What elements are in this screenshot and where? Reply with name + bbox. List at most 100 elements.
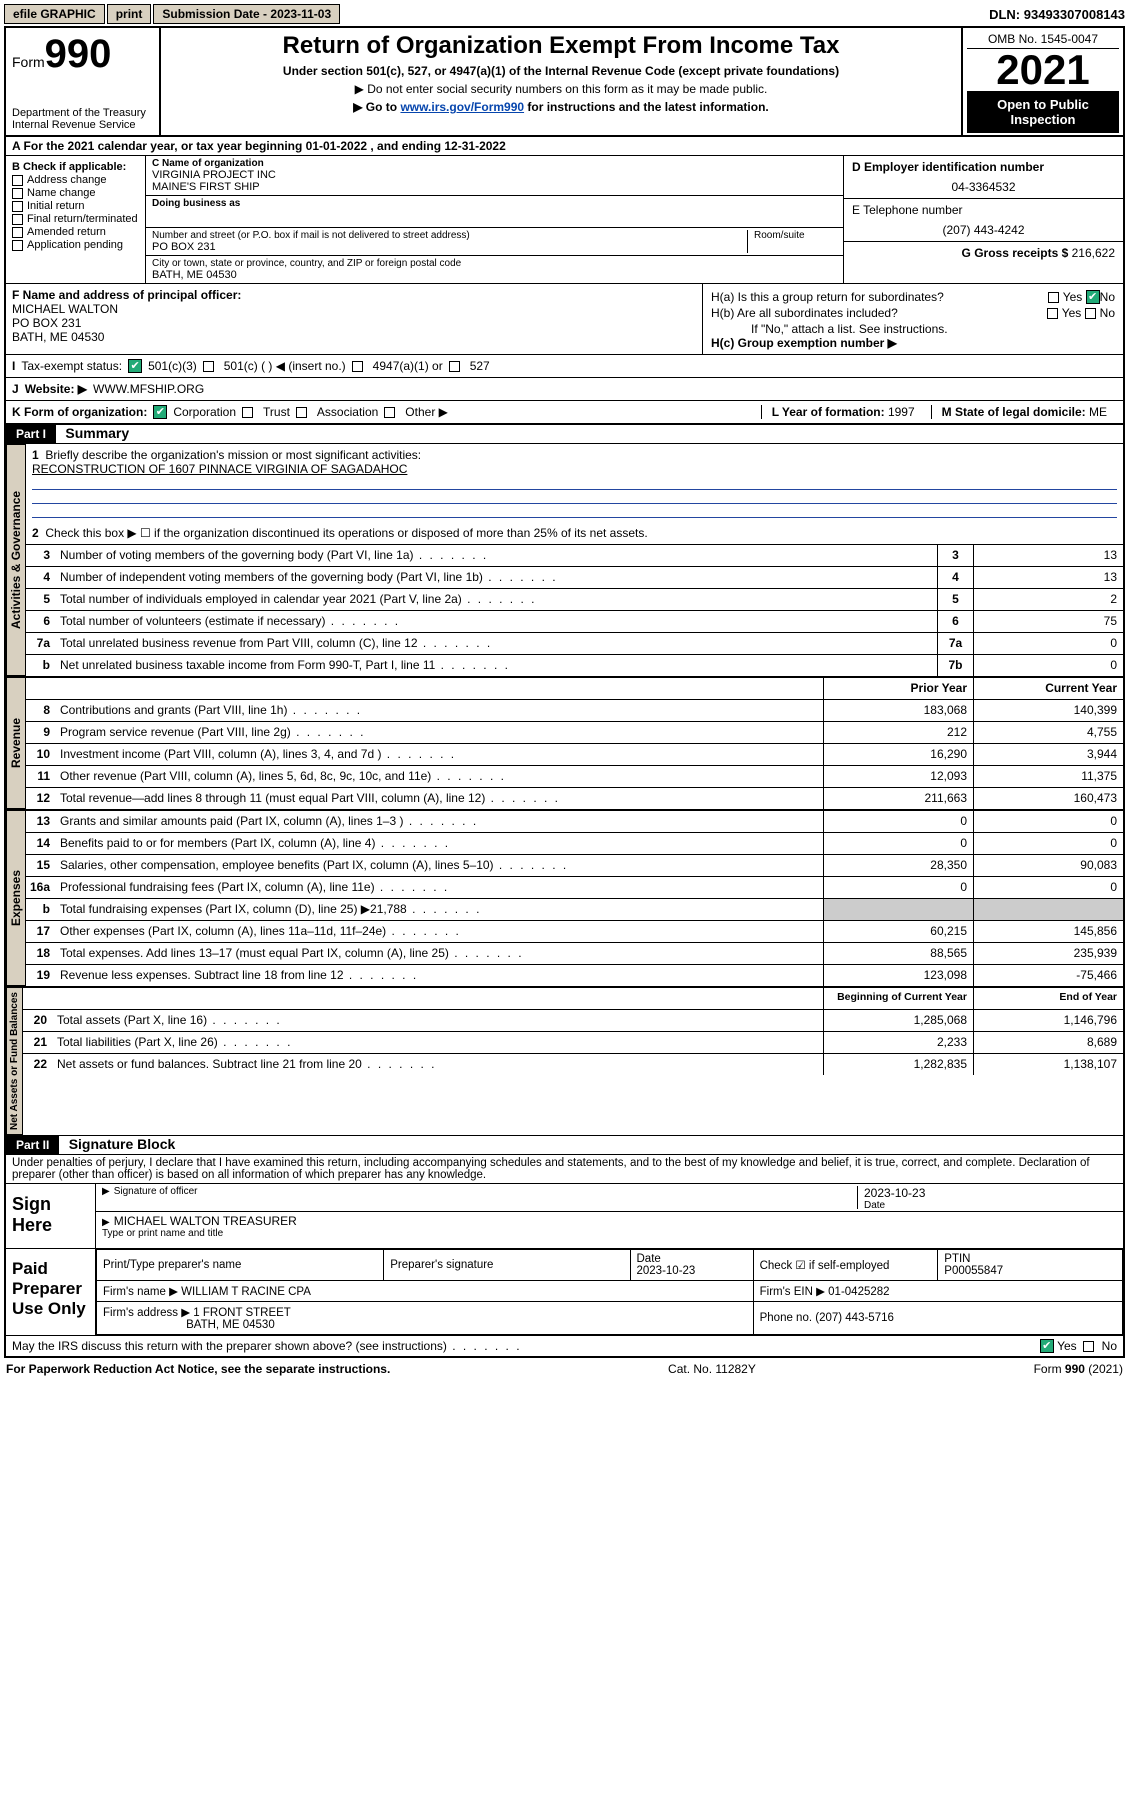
line-22-num: 22: [23, 1054, 53, 1075]
line-21-curr: 8,689: [973, 1032, 1123, 1053]
ck-assoc[interactable]: [296, 407, 307, 418]
line-19: 19 Revenue less expenses. Subtract line …: [26, 964, 1123, 986]
line-5-num: 5: [26, 589, 56, 610]
penalty-text: Under penalties of perjury, I declare th…: [6, 1155, 1123, 1183]
ck-final-return[interactable]: Final return/terminated: [12, 213, 139, 225]
part2-bar: Part II Signature Block: [6, 1135, 1123, 1155]
side-netassets: Net Assets or Fund Balances: [6, 987, 23, 1135]
line-21-num: 21: [23, 1032, 53, 1053]
officer-addr1: PO BOX 231: [12, 316, 696, 330]
line-11: 11 Other revenue (Part VIII, column (A),…: [26, 765, 1123, 787]
line-b-desc: Total fundraising expenses (Part IX, col…: [56, 899, 823, 920]
line-18-curr: 235,939: [973, 943, 1123, 964]
line-15-desc: Salaries, other compensation, employee b…: [56, 855, 823, 876]
ck-527[interactable]: [449, 361, 460, 372]
hb-note: If "No," attach a list. See instructions…: [711, 322, 1115, 336]
side-expenses: Expenses: [6, 810, 26, 986]
form-title: Return of Organization Exempt From Incom…: [169, 32, 953, 60]
hb-no-ck[interactable]: [1085, 308, 1096, 319]
na-col-header: Beginning of Current Year End of Year: [23, 987, 1123, 1009]
l-value: 1997: [888, 405, 915, 419]
line-5-box: 5: [937, 589, 973, 610]
row-j-website: J Website: ▶ WWW.MFSHIP.ORG: [6, 378, 1123, 401]
q2-text: Check this box ▶ ☐ if the organization d…: [45, 526, 647, 540]
prep-addr-row: Firm's address ▶ 1 FRONT STREET BATH, ME…: [97, 1302, 1123, 1335]
hb-yes-ck[interactable]: [1047, 308, 1058, 319]
line-8-desc: Contributions and grants (Part VIII, lin…: [56, 700, 823, 721]
opt-4947: 4947(a)(1) or: [373, 359, 443, 373]
prep-firm: WILLIAM T RACINE CPA: [181, 1286, 311, 1298]
opt-501c3: 501(c)(3): [148, 359, 197, 373]
preparer-label: Paid Preparer Use Only: [6, 1249, 96, 1335]
header-right: OMB No. 1545-0047 2021 Open to Public In…: [963, 28, 1123, 135]
discuss-no-ck[interactable]: [1083, 1341, 1094, 1352]
ck-address-change-label: Address change: [27, 174, 107, 186]
ck-corp[interactable]: ✔: [153, 405, 167, 419]
part2-hdr: Part II: [6, 1136, 59, 1154]
line-12-prior: 211,663: [823, 788, 973, 809]
line-3-val: 13: [973, 545, 1123, 566]
line-13-curr: 0: [973, 811, 1123, 832]
sig-date-value: 2023-10-23: [864, 1186, 1117, 1200]
line-10-prior: 16,290: [823, 744, 973, 765]
line-20: 20 Total assets (Part X, line 16) 1,285,…: [23, 1009, 1123, 1031]
col-de: D Employer identification number 04-3364…: [843, 156, 1123, 283]
line-12: 12 Total revenue—add lines 8 through 11 …: [26, 787, 1123, 809]
part2-title: Signature Block: [69, 1136, 176, 1152]
line-4-desc: Number of independent voting members of …: [56, 567, 937, 588]
ck-address-change[interactable]: Address change: [12, 174, 139, 186]
discuss-row: May the IRS discuss this return with the…: [6, 1335, 1123, 1356]
ck-other[interactable]: [384, 407, 395, 418]
col-f-officer: F Name and address of principal officer:…: [6, 284, 703, 354]
line-8-num: 8: [26, 700, 56, 721]
ha-yes-ck[interactable]: [1048, 292, 1059, 303]
print-button[interactable]: print: [107, 4, 152, 24]
section-bcdeg: B Check if applicable: Address change Na…: [6, 156, 1123, 284]
department-label: Department of the Treasury Internal Reve…: [12, 107, 153, 131]
line-3-desc: Number of voting members of the governin…: [56, 545, 937, 566]
line-9-curr: 4,755: [973, 722, 1123, 743]
ck-amended-return[interactable]: Amended return: [12, 226, 139, 238]
line-19-num: 19: [26, 965, 56, 986]
line-21-desc: Total liabilities (Part X, line 26): [53, 1032, 823, 1053]
irs-link[interactable]: www.irs.gov/Form990: [400, 100, 524, 114]
hc-label: H(c) Group exemption number ▶: [711, 336, 1115, 350]
col-h-group: H(a) Is this a group return for subordin…: [703, 284, 1123, 354]
line-b-prior: [823, 899, 973, 920]
ck-501c3[interactable]: ✔: [128, 359, 142, 373]
addr-value: PO BOX 231: [152, 241, 747, 253]
ck-name-change[interactable]: Name change: [12, 187, 139, 199]
ck-application-pending[interactable]: Application pending: [12, 239, 139, 251]
line-18-prior: 88,565: [823, 943, 973, 964]
ck-4947[interactable]: [352, 361, 363, 372]
prep-ph: (207) 443-5716: [815, 1312, 894, 1324]
line-14-num: 14: [26, 833, 56, 854]
ck-initial-return[interactable]: Initial return: [12, 200, 139, 212]
line-8-prior: 183,068: [823, 700, 973, 721]
tax-year: 2021: [967, 49, 1119, 91]
dln: DLN: 93493307008143: [989, 7, 1125, 22]
ha-no: No: [1100, 290, 1115, 304]
discuss-yes-ck[interactable]: ✔: [1040, 1339, 1054, 1353]
line-4-box: 4: [937, 567, 973, 588]
section-revenue: Revenue Prior Year Current Year 8 Contri…: [6, 676, 1123, 809]
efile-button[interactable]: efile GRAPHIC: [4, 4, 105, 24]
line-10: 10 Investment income (Part VIII, column …: [26, 743, 1123, 765]
public-inspection-badge: Open to Public Inspection: [967, 91, 1119, 133]
line-15: 15 Salaries, other compensation, employe…: [26, 854, 1123, 876]
ha-no-ck[interactable]: ✔: [1086, 290, 1100, 304]
sign-here-block: Sign Here Signature of officer 2023-10-2…: [6, 1183, 1123, 1248]
line-17-desc: Other expenses (Part IX, column (A), lin…: [56, 921, 823, 942]
line-21-prior: 2,233: [823, 1032, 973, 1053]
prep-header-row: Print/Type preparer's name Preparer's si…: [97, 1250, 1123, 1281]
line-10-curr: 3,944: [973, 744, 1123, 765]
line-6-box: 6: [937, 611, 973, 632]
line-19-desc: Revenue less expenses. Subtract line 18 …: [56, 965, 823, 986]
line-17: 17 Other expenses (Part IX, column (A), …: [26, 920, 1123, 942]
line-9-desc: Program service revenue (Part VIII, line…: [56, 722, 823, 743]
prep-h5v: P00055847: [944, 1265, 1003, 1277]
ck-501c[interactable]: [203, 361, 214, 372]
ck-trust[interactable]: [242, 407, 253, 418]
line-22: 22 Net assets or fund balances. Subtract…: [23, 1053, 1123, 1075]
line-11-prior: 12,093: [823, 766, 973, 787]
